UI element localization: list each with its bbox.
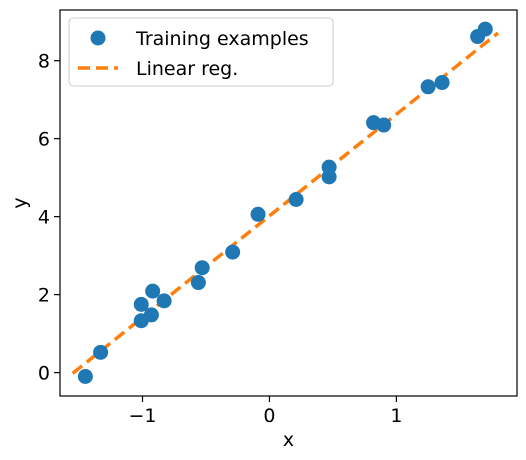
x-tick-label: 0: [263, 405, 275, 427]
y-tick-label: 6: [38, 129, 50, 151]
data-point: [194, 260, 210, 276]
y-axis-label: y: [9, 197, 31, 208]
data-point: [477, 21, 493, 37]
y-tick-label: 0: [38, 363, 50, 385]
data-point: [225, 244, 241, 260]
legend-box: [68, 17, 334, 87]
data-point: [93, 344, 109, 360]
plot-frame: [59, 9, 518, 397]
data-point: [420, 79, 436, 95]
data-point: [77, 369, 93, 385]
data-point: [321, 159, 337, 175]
data-point: [288, 191, 304, 207]
legend-marker-training: [90, 30, 106, 46]
legend-label-training: Training examples: [135, 28, 309, 50]
data-point: [133, 296, 149, 312]
x-axis-label: x: [283, 429, 294, 451]
y-tick-label: 2: [38, 285, 50, 307]
data-point: [250, 206, 266, 222]
data-point: [156, 293, 172, 309]
data-point: [376, 117, 392, 133]
y-tick-label: 4: [38, 207, 50, 229]
legend: Training examples Linear reg.: [68, 17, 334, 87]
data-point: [434, 75, 450, 91]
data-point: [190, 275, 206, 291]
data-point: [143, 307, 159, 323]
data-point: [145, 283, 161, 299]
y-tick-label: 8: [38, 51, 50, 73]
x-tick-label: 1: [390, 405, 402, 427]
x-tick-label: −1: [129, 405, 157, 427]
legend-label-linear: Linear reg.: [136, 58, 238, 80]
